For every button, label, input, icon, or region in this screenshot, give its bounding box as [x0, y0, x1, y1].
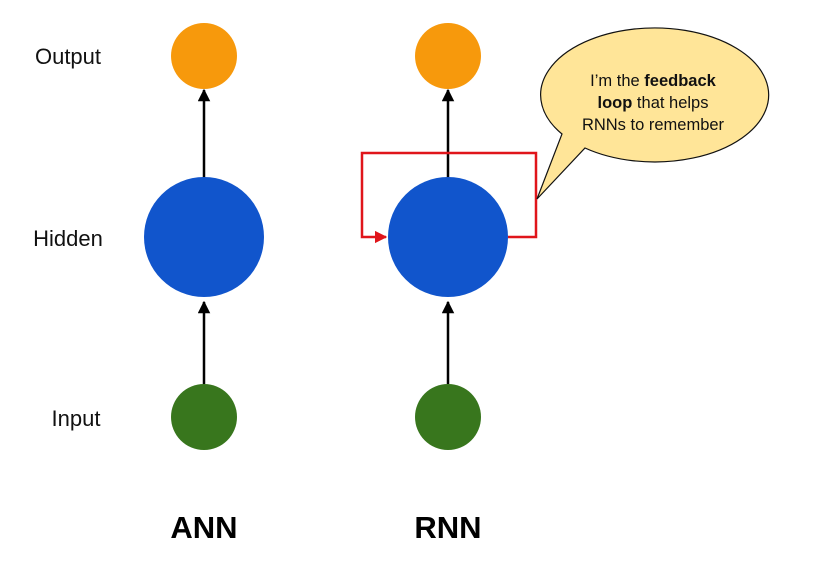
- callout-line-3: RNNs to remember: [582, 116, 725, 134]
- input-row-label: Input: [52, 406, 101, 431]
- hidden-row-label: Hidden: [33, 226, 103, 251]
- ann-hidden-node: [144, 177, 264, 297]
- rnn-output-node: [415, 23, 481, 89]
- rnn-input-node: [415, 384, 481, 450]
- ann-title: ANN: [170, 510, 237, 545]
- callout-line-1: I’m the feedback: [590, 72, 716, 90]
- ann-output-node: [171, 23, 237, 89]
- rnn-title: RNN: [414, 510, 481, 545]
- rnn-hidden-node: [388, 177, 508, 297]
- callout-bubble: [536, 27, 770, 200]
- callout-line-2: loop that helps: [598, 94, 709, 112]
- output-row-label: Output: [35, 44, 101, 69]
- ann-input-node: [171, 384, 237, 450]
- rnn-feedback-loop-arrow: [360, 151, 538, 244]
